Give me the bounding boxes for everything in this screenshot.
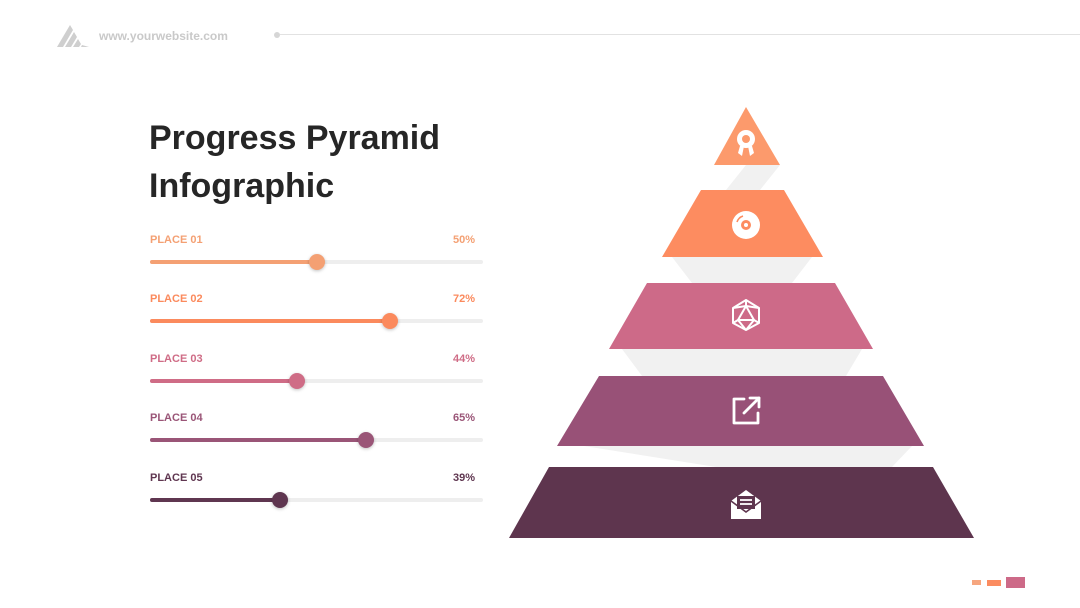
progress-slider-handle[interactable]	[308, 254, 325, 270]
envelope-icon	[730, 490, 762, 519]
progress-slider-handle[interactable]	[358, 432, 375, 448]
progress-track	[150, 432, 483, 448]
progress-label: PLACE 02	[150, 293, 203, 305]
header-divider	[280, 34, 1080, 35]
progress-label: PLACE 03	[150, 353, 203, 365]
pyramid-connectors	[584, 165, 912, 467]
footer-mark	[1006, 577, 1025, 588]
progress-label: PLACE 04	[150, 412, 203, 424]
pyramid-tier-4	[557, 376, 924, 446]
footer-decoration	[972, 577, 1032, 589]
progress-label: PLACE 01	[150, 234, 203, 246]
page-title: Progress Pyramid Infographic	[149, 114, 489, 210]
progress-track	[150, 492, 483, 508]
title-line-2: Infographic	[149, 167, 335, 205]
progress-item-place-05: PLACE 05 39%	[150, 472, 483, 512]
header-dot	[274, 32, 280, 38]
progress-percent: 72%	[452, 293, 475, 305]
progress-item-place-01: PLACE 01 50%	[150, 234, 483, 274]
external-link-icon	[732, 396, 761, 425]
progress-item-place-03: PLACE 03 44%	[150, 353, 483, 393]
progress-track	[150, 313, 483, 329]
progress-fill	[150, 379, 297, 383]
progress-percent: 50%	[452, 234, 475, 246]
progress-label: PLACE 05	[150, 472, 203, 484]
progress-slider-handle[interactable]	[288, 373, 305, 389]
progress-item-place-04: PLACE 04 65%	[150, 412, 483, 452]
logo-icon	[57, 25, 89, 47]
progress-track	[150, 373, 483, 389]
title-line-1: Progress Pyramid	[149, 119, 441, 157]
progress-fill	[150, 260, 317, 264]
progress-item-place-02: PLACE 02 72%	[150, 293, 483, 333]
progress-slider-handle[interactable]	[271, 492, 288, 508]
footer-mark	[987, 580, 1001, 586]
progress-percent: 39%	[452, 472, 475, 484]
progress-fill	[150, 319, 390, 323]
website-url: www.yourwebsite.com	[99, 29, 228, 43]
progress-percent: 44%	[452, 353, 475, 365]
progress-slider-handle[interactable]	[381, 313, 398, 329]
progress-percent: 65%	[452, 412, 475, 424]
progress-fill	[150, 438, 367, 442]
progress-track	[150, 254, 483, 270]
footer-mark	[972, 580, 981, 585]
polyhedron-icon	[732, 299, 760, 331]
progress-fill	[150, 498, 280, 502]
disc-icon	[732, 211, 760, 239]
